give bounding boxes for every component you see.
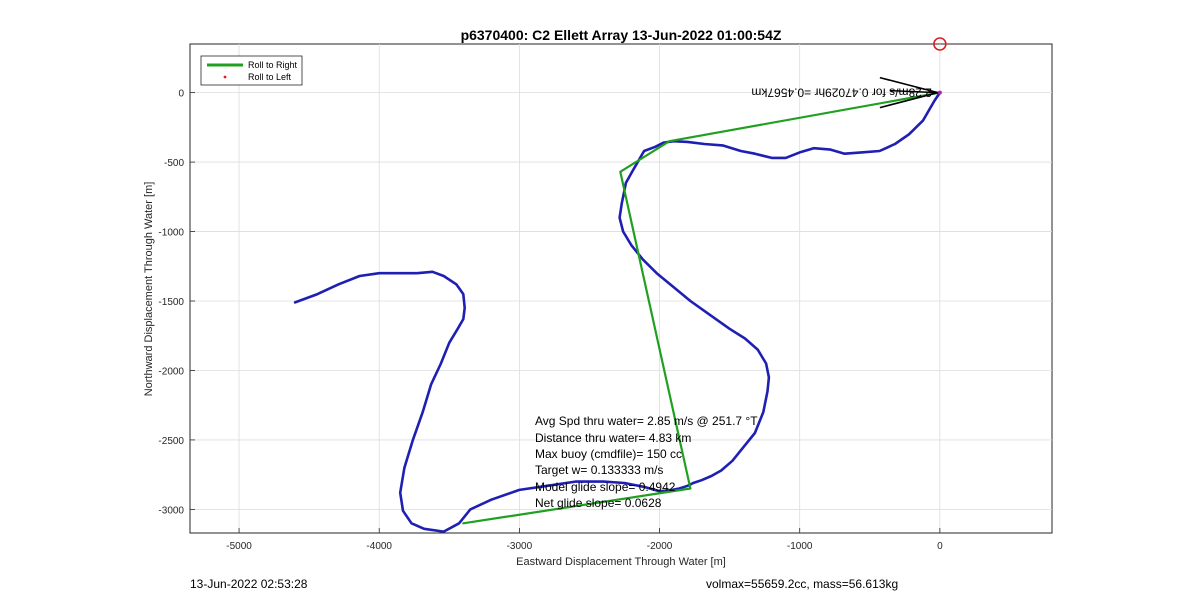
chart-title: p6370400: C2 Ellett Array 13-Jun-2022 01… [461,27,782,43]
y-tick-label: -2000 [158,366,184,377]
x-axis-label: Eastward Displacement Through Water [m] [516,556,726,568]
heading-arrow: 2.28m/s for 0.47029hr =0.4567km [751,76,942,109]
legend-label-roll-left: Roll to Left [248,72,292,82]
origin-dot [937,90,942,95]
x-tick-label: -1000 [787,541,813,552]
heading-arrow-label: 2.28m/s for 0.47029hr =0.4567km [751,86,931,100]
y-tick-label: -2500 [158,436,184,447]
annotation-max-buoy: Max buoy (cmdfile)= 150 cc [535,447,682,461]
position-marker-circle [933,37,947,51]
y-tick-label: -1000 [158,228,184,239]
series-layer [293,37,947,533]
y-axis-ticks: 0 -500 -1000 -1500 -2000 -2500 -3000 [158,89,195,516]
annotation-target-w: Target w= 0.133333 m/s [535,463,663,477]
annotation-net-glide: Net glide slope= 0.0628 [535,496,662,510]
y-axis-label: Northward Displacement Through Water [m] [143,182,155,397]
annotation-model-glide: Model glide slope= 0.4942 [535,480,676,494]
glider-track-line [293,91,942,533]
x-tick-label: -4000 [366,541,392,552]
arrow-barb-upper [879,76,939,94]
annotation-block: Avg Spd thru water= 2.85 m/s @ 251.7 °T … [535,414,758,510]
legend-box [200,55,303,86]
axes-box [189,43,1053,534]
arrow-shaft [889,89,938,94]
y-tick-label: -1500 [158,297,184,308]
legend-swatch-roll-left [223,75,227,79]
x-tick-label: 0 [937,541,943,552]
x-tick-label: -5000 [226,541,252,552]
footer-volmax-mass: volmax=55659.2cc, mass=56.613kg [706,577,898,591]
arrow-barb-lower [879,91,939,109]
x-axis-ticks: -5000 -4000 -3000 -2000 -1000 0 [226,528,943,552]
plot-area: -5000 -4000 -3000 -2000 -1000 0 0 -500 -1000 -15… [158,37,1053,552]
legend-label-roll-right: Roll to Right [248,60,298,70]
x-tick-label: -3000 [507,541,533,552]
footer-timestamp: 13-Jun-2022 02:53:28 [190,577,308,591]
y-tick-label: -3000 [158,505,184,516]
y-tick-label: 0 [178,89,184,100]
x-tick-label: -2000 [647,541,673,552]
y-tick-label: -500 [164,158,184,169]
roll-to-right-line [462,91,942,525]
grid [190,44,1052,533]
annotation-avg-speed: Avg Spd thru water= 2.85 m/s @ 251.7 °T [535,414,758,428]
legend: Roll to Right Roll to Left [200,55,303,86]
annotation-distance: Distance thru water= 4.83 km [535,431,691,445]
